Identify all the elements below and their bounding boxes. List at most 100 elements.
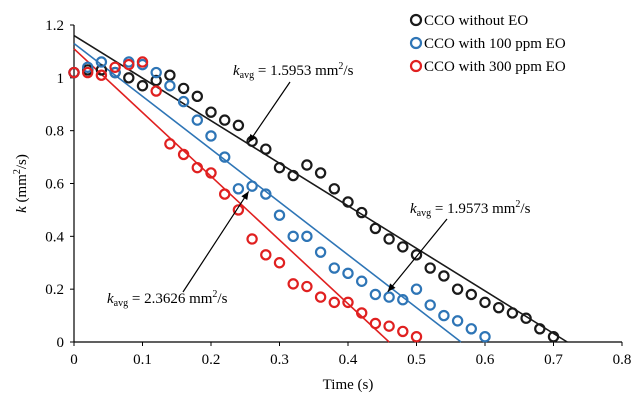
data-point-series-0 [177, 82, 190, 95]
annotation-subscript: avg [114, 298, 128, 309]
data-point-series-0 [465, 288, 477, 301]
data-point-series-0 [218, 114, 231, 126]
data-point-series-0 [123, 72, 135, 84]
y-tick-label: 0.4 [45, 229, 64, 245]
data-point-series-1 [109, 66, 121, 79]
y-tick-label: 0.8 [45, 124, 64, 140]
x-tick-label: 0.2 [202, 352, 221, 368]
data-point-series-1 [479, 331, 491, 343]
data-point-series-0 [383, 233, 395, 245]
y-tick-label: 0.2 [45, 282, 64, 298]
annotation-label: kavg = 1.9573 mm2/s [410, 199, 531, 219]
data-point-series-1 [424, 299, 436, 311]
data-point-series-0 [150, 74, 162, 87]
x-tick-label: 0.8 [613, 352, 632, 368]
annotation-unit: /s [343, 63, 353, 79]
data-point-series-0 [356, 206, 368, 219]
annotation-arrowhead [241, 191, 249, 201]
data-point-series-2 [301, 280, 313, 293]
annotation-value: = 1.9573 mm [431, 201, 516, 217]
data-point-series-2 [232, 204, 245, 216]
y-tick-label: 0 [57, 335, 65, 351]
legend-marker-series-1 [409, 36, 423, 50]
x-tick-label: 0.7 [544, 352, 563, 368]
data-point-series-0 [506, 307, 519, 319]
annotation-label: kavg = 1.5953 mm2/s [233, 61, 354, 81]
data-point-series-0 [301, 159, 313, 171]
data-point-series-2 [177, 148, 190, 161]
x-tick-label: 0.5 [407, 352, 426, 368]
data-points [68, 56, 560, 343]
legend: CCO without EO CCO with 100 ppm EO CCO wit… [409, 13, 566, 75]
data-point-series-1 [246, 180, 258, 192]
data-point-series-0 [287, 169, 299, 182]
data-point-series-1 [164, 80, 176, 92]
x-axis-title: Time (s) [323, 377, 374, 393]
data-point-series-2 [246, 233, 258, 245]
data-point-series-1 [81, 61, 94, 73]
data-point-series-1 [438, 309, 450, 322]
data-point-series-0 [273, 161, 286, 174]
annotation-symbol: k [410, 201, 417, 217]
data-point-series-0 [410, 249, 423, 261]
data-point-series-0 [493, 301, 505, 314]
data-point-series-0 [328, 183, 340, 195]
data-point-series-0 [438, 270, 450, 282]
data-point-series-2 [260, 249, 272, 261]
data-point-series-1 [150, 66, 162, 79]
data-point-series-2 [191, 161, 203, 174]
annotation-superscript: 2 [515, 199, 520, 210]
data-point-series-0 [314, 167, 327, 179]
data-point-series-0 [479, 296, 491, 309]
x-tick-label: 0.1 [133, 352, 152, 368]
data-point-series-1 [301, 230, 313, 243]
data-point-series-1 [177, 95, 190, 108]
y-axis-unit-sup: 2 [12, 169, 23, 174]
x-tick-label: 0.3 [270, 352, 289, 368]
annotation-arrow [182, 191, 250, 293]
data-point-series-0 [232, 119, 245, 132]
legend-marker-series-2 [409, 59, 423, 73]
y-tick-label: 0.6 [45, 177, 64, 193]
data-point-series-0 [95, 64, 108, 76]
data-point-series-2 [164, 138, 176, 150]
data-point-series-2 [342, 296, 354, 309]
data-point-series-0 [534, 323, 546, 335]
data-point-series-0 [547, 331, 560, 343]
fit-line-series-2 [73, 48, 390, 343]
data-point-series-1 [465, 323, 477, 335]
annotation-value: = 1.5953 mm [254, 63, 339, 79]
data-point-series-0 [520, 312, 532, 324]
data-point-series-1 [218, 151, 231, 163]
data-point-series-2 [314, 291, 327, 303]
annotation-arrowhead [248, 133, 257, 143]
data-point-series-0 [136, 80, 149, 92]
data-point-series-0 [164, 69, 176, 81]
y-tick-label: 1.2 [45, 18, 64, 34]
data-point-series-2 [81, 66, 94, 79]
annotation-value: = 2.3626 mm [128, 291, 213, 307]
data-point-series-2 [273, 257, 286, 269]
data-point-series-1 [342, 267, 354, 280]
y-axis-unit-end: /s) [14, 154, 30, 169]
annotation-superscript: 2 [338, 61, 343, 72]
data-point-series-2 [287, 278, 299, 290]
data-point-series-0 [342, 196, 354, 208]
annotation-unit: /s [217, 291, 227, 307]
data-point-series-1 [205, 130, 217, 142]
legend-label-series-1: CCO with 100 ppm EO [424, 36, 566, 52]
data-point-series-0 [205, 106, 217, 118]
x-tick-label: 0.4 [339, 352, 358, 368]
y-axis-symbol: k [14, 206, 30, 213]
data-point-series-1 [273, 209, 286, 221]
data-point-series-1 [397, 294, 409, 306]
data-point-series-0 [260, 143, 272, 155]
data-point-series-2 [68, 66, 80, 79]
data-point-series-1 [191, 114, 203, 126]
annotation-symbol: k [233, 63, 240, 79]
annotation-arrow [248, 81, 291, 143]
data-point-series-2 [150, 85, 162, 97]
data-point-series-1 [328, 262, 340, 274]
